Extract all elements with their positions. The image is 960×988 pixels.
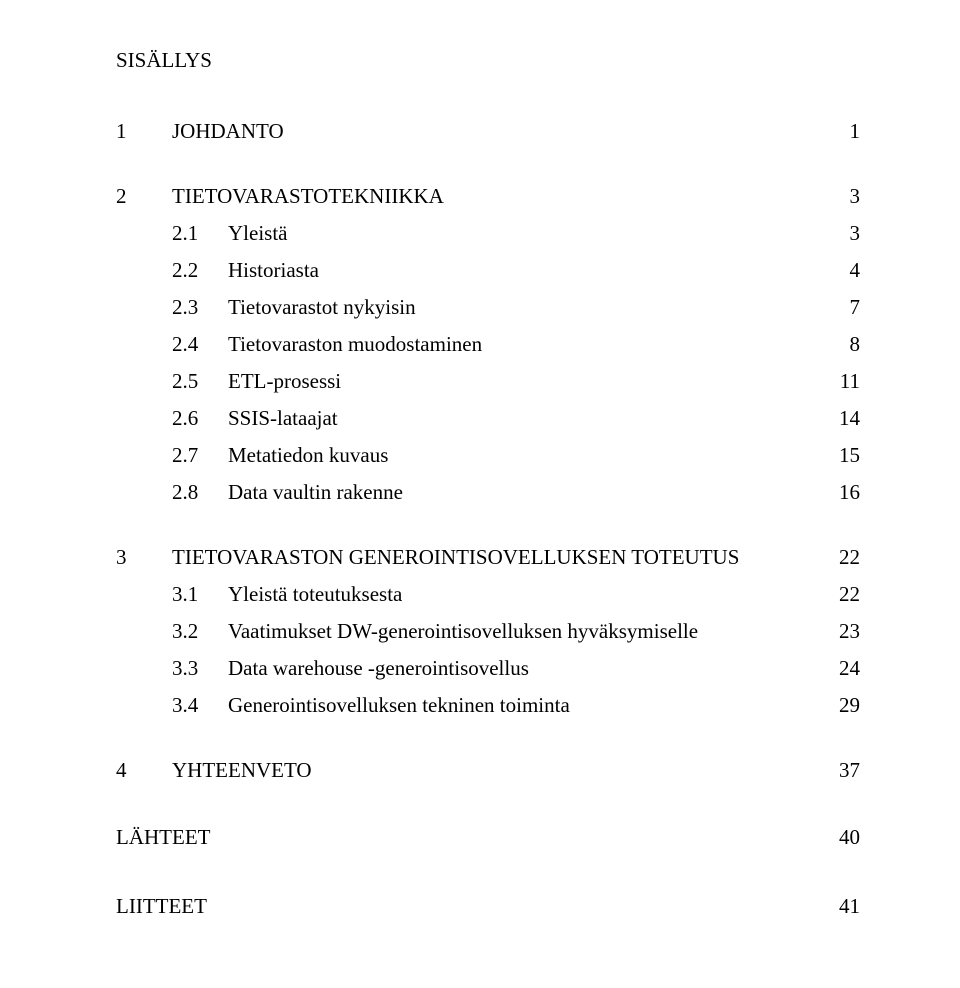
toc-subsection-number: 2.4 [172,334,228,355]
toc-subsection-number: 2.7 [172,445,228,466]
toc-subsection-number: 2.3 [172,297,228,318]
toc-section-label: TIETOVARASTON GENEROINTISOVELLUKSEN TOTE… [172,547,820,568]
toc-subsection-row: 2.6 SSIS-lataajat 14 [116,408,860,429]
toc-subsection-label: Data warehouse -generointisovellus [228,658,820,679]
toc-subsection-label: Tietovaraston muodostaminen [228,334,820,355]
toc-subsection-row: 2.1 Yleistä 3 [116,223,860,244]
toc-section-row: 4 YHTEENVETO 37 [116,760,860,781]
toc-subsection-row: 2.2 Historiasta 4 [116,260,860,281]
toc-subsection-number: 3.3 [172,658,228,679]
toc-subsection-label: SSIS-lataajat [228,408,820,429]
toc-page-number: 14 [820,408,860,429]
toc-page-number: 7 [820,297,860,318]
toc-subsection-label: Tietovarastot nykyisin [228,297,820,318]
toc-subsection-row: 2.4 Tietovaraston muodostaminen 8 [116,334,860,355]
toc-subsection-label: Yleistä toteutuksesta [228,584,820,605]
toc-page-number: 37 [820,760,860,781]
page-title: SISÄLLYS [116,48,860,73]
toc-section-row: 2 TIETOVARASTOTEKNIIKKA 3 [116,186,860,207]
toc-subsection-row: 3.4 Generointisovelluksen tekninen toimi… [116,695,860,716]
toc-section-row: 3 TIETOVARASTON GENEROINTISOVELLUKSEN TO… [116,547,860,568]
toc-subsection-number: 2.5 [172,371,228,392]
toc-subsection-label: Yleistä [228,223,820,244]
toc-subsection-row: 2.7 Metatiedon kuvaus 15 [116,445,860,466]
toc-tail-row: LIITTEET 41 [116,894,860,919]
toc-subsection-label: Historiasta [228,260,820,281]
toc-page-number: 15 [820,445,860,466]
toc-tail-label: LIITTEET [116,894,820,919]
toc-tail-row: LÄHTEET 40 [116,825,860,850]
toc-page-number: 8 [820,334,860,355]
toc-page-number: 1 [820,121,860,142]
toc-page-number: 3 [820,223,860,244]
toc-page-number: 22 [820,584,860,605]
toc-page-number: 29 [820,695,860,716]
toc-subsection-label: Vaatimukset DW-generointisovelluksen hyv… [228,621,820,642]
toc-section-number: 4 [116,760,172,781]
toc-subsection-row: 3.3 Data warehouse -generointisovellus 2… [116,658,860,679]
toc-page-number: 24 [820,658,860,679]
toc-page-number: 16 [820,482,860,503]
toc-page-number: 3 [820,186,860,207]
toc-tail-label: LÄHTEET [116,825,820,850]
toc-subsection-row: 2.5 ETL-prosessi 11 [116,371,860,392]
toc-page-number: 22 [820,547,860,568]
toc-section-label: JOHDANTO [172,121,820,142]
toc-subsection-label: Generointisovelluksen tekninen toiminta [228,695,820,716]
toc-subsection-number: 3.2 [172,621,228,642]
toc-subsection-row: 2.3 Tietovarastot nykyisin 7 [116,297,860,318]
page: SISÄLLYS 1 JOHDANTO 1 2 TIETOVARASTOTEKN… [0,0,960,988]
toc-page-number: 40 [820,825,860,850]
toc-section-label: YHTEENVETO [172,760,820,781]
toc-subsection-number: 3.4 [172,695,228,716]
toc-subsection-number: 2.1 [172,223,228,244]
toc-subsection-row: 3.1 Yleistä toteutuksesta 22 [116,584,860,605]
toc-section-number: 1 [116,121,172,142]
toc-subsection-label: Metatiedon kuvaus [228,445,820,466]
toc-subsection-number: 2.8 [172,482,228,503]
toc-section-number: 2 [116,186,172,207]
toc-page-number: 23 [820,621,860,642]
toc-page-number: 11 [820,371,860,392]
toc-subsection-label: Data vaultin rakenne [228,482,820,503]
toc-page-number: 4 [820,260,860,281]
toc-subsection-number: 2.2 [172,260,228,281]
toc-section-number: 3 [116,547,172,568]
toc-page-number: 41 [820,894,860,919]
toc-subsection-number: 3.1 [172,584,228,605]
toc-subsection-label: ETL-prosessi [228,371,820,392]
toc-section-label: TIETOVARASTOTEKNIIKKA [172,186,820,207]
toc-subsection-row: 2.8 Data vaultin rakenne 16 [116,482,860,503]
toc-subsection-row: 3.2 Vaatimukset DW-generointisovelluksen… [116,621,860,642]
toc-section-row: 1 JOHDANTO 1 [116,121,860,142]
toc-subsection-number: 2.6 [172,408,228,429]
